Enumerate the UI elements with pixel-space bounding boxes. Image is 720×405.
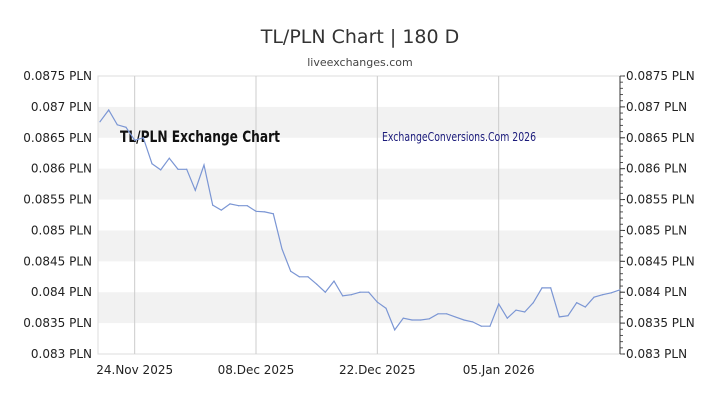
data-point [524,311,526,313]
data-point [324,291,326,293]
y-tick-label-left: 0.0855 PLN [23,193,92,207]
data-point [567,315,569,317]
data-point [151,163,153,165]
grid-band [98,230,620,262]
data-point [212,204,214,206]
data-point [550,287,552,289]
y-tick-label-left: 0.083 PLN [31,347,92,361]
data-point [385,307,387,309]
x-tick-label: 22.Dec 2025 [339,363,416,377]
y-tick-label-right: 0.083 PLN [626,347,687,361]
data-point [515,309,517,311]
data-point [125,126,127,128]
data-point [220,209,222,211]
data-point [454,316,456,318]
data-point [333,280,335,282]
data-point [99,121,101,123]
data-point [160,169,162,171]
data-point [541,287,543,289]
data-point [420,319,422,321]
data-point [532,302,534,304]
data-point [186,168,188,170]
y-tick-label-left: 0.085 PLN [31,223,92,237]
chart-title: TL/PLN Chart | 180 D [260,26,460,48]
data-point [229,203,231,205]
data-point [506,317,508,319]
data-point [489,325,491,327]
data-point [584,306,586,308]
data-point [290,270,292,272]
data-point [134,139,136,141]
data-point [316,283,318,285]
chart-watermark: ExchangeConversions.Com 2026 [382,130,536,144]
data-point [168,157,170,159]
data-point [463,319,465,321]
data-point [342,295,344,297]
y-tick-label-right: 0.0875 PLN [626,69,695,83]
y-tick-label-right: 0.0845 PLN [626,254,695,268]
data-point [593,296,595,298]
data-point [368,291,370,293]
data-point [558,316,560,318]
data-point [177,168,179,170]
y-tick-label-left: 0.0875 PLN [23,69,92,83]
y-tick-label-right: 0.0865 PLN [626,131,695,145]
grid-band [98,106,620,138]
y-tick-label-right: 0.0855 PLN [626,193,695,207]
data-point [264,211,266,213]
data-point [610,292,612,294]
y-tick-label-left: 0.084 PLN [31,285,92,299]
data-point [246,205,248,207]
data-point [411,319,413,321]
data-point [142,137,144,139]
data-point [376,301,378,303]
data-point [394,329,396,331]
y-tick-label-left: 0.0865 PLN [23,131,92,145]
data-point [307,276,309,278]
x-tick-label: 24.Nov 2025 [96,363,173,377]
chart-subtitle: liveexchanges.com [307,56,413,69]
data-point [446,313,448,315]
y-tick-label-right: 0.086 PLN [626,162,687,176]
y-tick-label-right: 0.0835 PLN [626,316,695,330]
data-point [402,317,404,319]
data-point [480,325,482,327]
data-point [350,294,352,296]
data-point [359,291,361,293]
data-point [255,210,257,212]
y-tick-label-right: 0.087 PLN [626,100,687,114]
grid-band [98,168,620,200]
data-point [298,276,300,278]
y-tick-label-left: 0.086 PLN [31,162,92,176]
x-tick-label: 08.Dec 2025 [218,363,295,377]
y-tick-label-left: 0.0845 PLN [23,254,92,268]
y-tick-label-right: 0.085 PLN [626,223,687,237]
y-tick-label-right: 0.084 PLN [626,285,687,299]
data-point [428,318,430,320]
y-tick-label-left: 0.0835 PLN [23,316,92,330]
data-point [281,248,283,250]
x-tick-label: 05.Jan 2026 [463,363,535,377]
data-point [238,205,240,207]
data-point [116,124,118,126]
chart-annotation-title: TL/PLN Exchange Chart [120,128,281,146]
data-point [602,294,604,296]
grid-band [98,292,620,324]
data-point [272,213,274,215]
data-point [619,289,621,291]
data-point [203,164,205,166]
y-tick-label-left: 0.087 PLN [31,100,92,114]
data-point [108,109,110,111]
data-point [472,321,474,323]
data-point [498,303,500,305]
data-point [576,302,578,304]
data-point [437,313,439,315]
data-point [194,189,196,191]
